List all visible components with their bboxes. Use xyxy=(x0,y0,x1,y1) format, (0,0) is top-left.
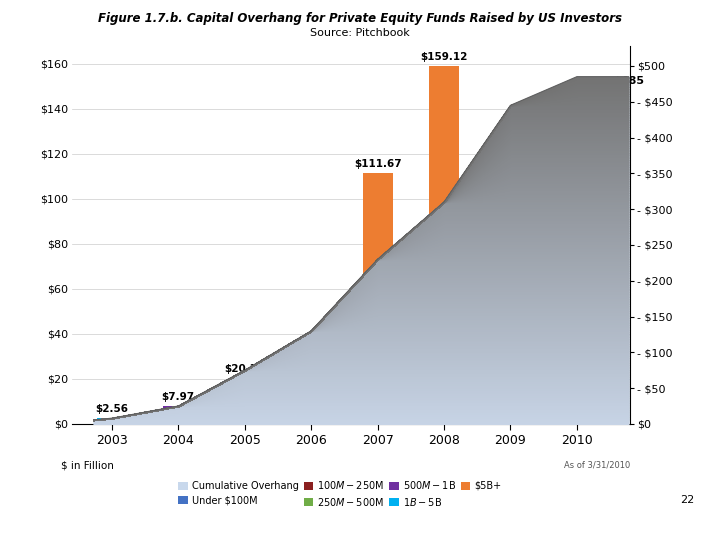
Bar xyxy=(230,403,260,414)
Bar xyxy=(230,418,260,424)
Text: $ in Fillion: $ in Fillion xyxy=(61,460,114,470)
Bar xyxy=(429,420,459,424)
Bar xyxy=(495,415,526,419)
Text: $159.12: $159.12 xyxy=(420,52,468,62)
Bar xyxy=(562,334,592,348)
Bar xyxy=(163,410,193,411)
Bar xyxy=(296,404,326,415)
Bar xyxy=(495,166,526,263)
Bar xyxy=(429,219,459,376)
Bar xyxy=(495,263,526,389)
Bar xyxy=(363,420,392,424)
Text: Venture Capital and Private Equity Contracting: Venture Capital and Private Equity Contr… xyxy=(394,518,686,532)
Bar xyxy=(429,376,459,405)
Bar xyxy=(429,66,459,219)
Bar xyxy=(97,418,127,419)
Bar xyxy=(363,393,392,410)
Bar xyxy=(363,416,392,420)
Text: $2.56: $2.56 xyxy=(95,404,128,414)
Text: © Cumming & Johan (2013): © Cumming & Johan (2013) xyxy=(93,518,267,532)
Bar xyxy=(230,417,260,418)
Text: As of 3/31/2010: As of 3/31/2010 xyxy=(564,460,630,469)
Bar xyxy=(163,406,193,409)
Legend: Cumulative Overhang, Under $100M, $100M-$250M, $250M-$500M, $500M-$1B, $1B-$5B, : Cumulative Overhang, Under $100M, $100M-… xyxy=(174,475,505,511)
Bar xyxy=(495,418,526,424)
Bar xyxy=(230,378,260,403)
Text: $20.33: $20.33 xyxy=(225,364,265,374)
Bar xyxy=(296,415,326,418)
Bar xyxy=(562,420,592,424)
Bar xyxy=(562,418,592,420)
Bar xyxy=(97,420,127,424)
Text: 22: 22 xyxy=(680,495,695,505)
Bar xyxy=(363,276,392,393)
Bar xyxy=(562,348,592,404)
Text: $7.97: $7.97 xyxy=(162,392,195,402)
Text: $39.94: $39.94 xyxy=(557,320,597,330)
Text: Source: Pitchbook: Source: Pitchbook xyxy=(310,28,410,38)
Bar xyxy=(495,389,526,405)
Text: $485: $485 xyxy=(613,76,644,86)
Bar xyxy=(230,414,260,417)
Bar xyxy=(296,418,326,421)
Text: Figure 1.7.b. Capital Overhang for Private Equity Funds Raised by US Investors: Figure 1.7.b. Capital Overhang for Priva… xyxy=(98,12,622,25)
Bar xyxy=(363,410,392,416)
Bar xyxy=(429,405,459,414)
Bar xyxy=(562,404,592,414)
Bar xyxy=(495,405,526,415)
Bar xyxy=(296,359,326,404)
Bar xyxy=(163,411,193,424)
Bar xyxy=(562,414,592,418)
Text: $111.67: $111.67 xyxy=(354,159,401,168)
Bar xyxy=(296,421,326,424)
Bar xyxy=(363,173,392,276)
Bar xyxy=(429,414,459,420)
Bar xyxy=(163,409,193,410)
Text: $29.17: $29.17 xyxy=(291,344,331,354)
Text: $114.57: $114.57 xyxy=(487,152,534,162)
